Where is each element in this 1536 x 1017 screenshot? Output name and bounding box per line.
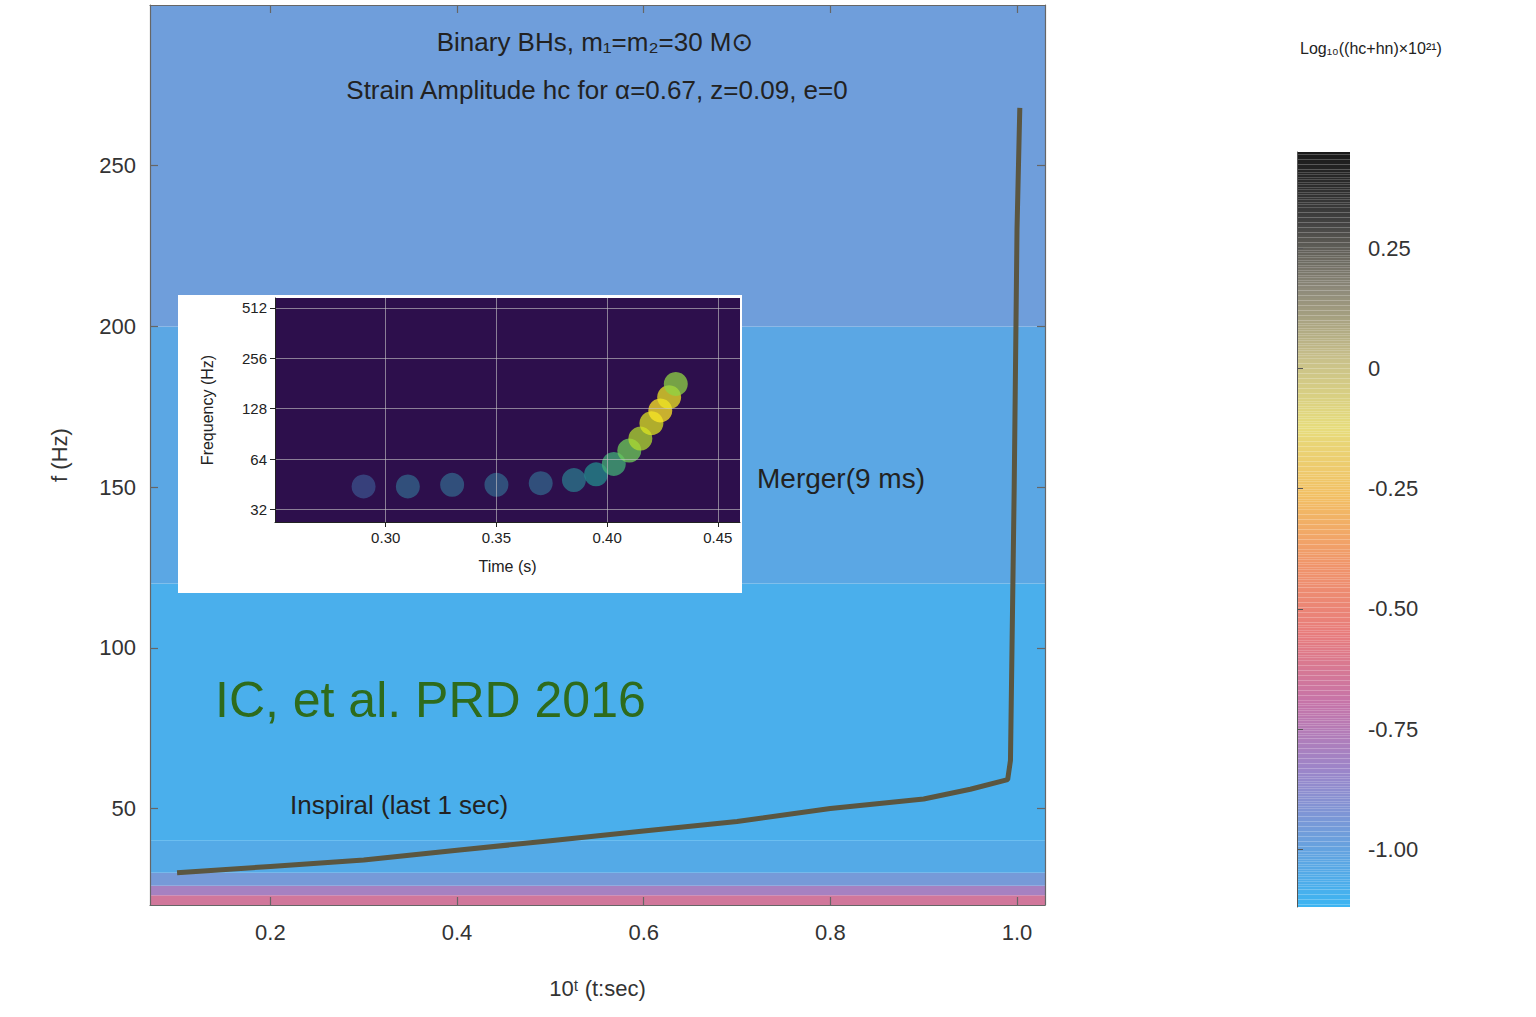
svg-text:Binary BHs, m₁=m₂=30 M⊙: Binary BHs, m₁=m₂=30 M⊙ <box>437 27 754 57</box>
svg-text:0.8: 0.8 <box>815 920 846 945</box>
svg-text:0.25: 0.25 <box>1368 236 1411 261</box>
svg-text:-0.75: -0.75 <box>1368 717 1418 742</box>
svg-text:512: 512 <box>242 299 267 316</box>
svg-text:50: 50 <box>112 796 136 821</box>
svg-text:Inspiral (last 1 sec): Inspiral (last 1 sec) <box>290 790 508 820</box>
svg-text:10ᵗ (t:sec): 10ᵗ (t:sec) <box>549 976 646 1001</box>
svg-text:Frequency (Hz): Frequency (Hz) <box>199 355 216 465</box>
svg-text:0.30: 0.30 <box>371 529 400 546</box>
svg-text:32: 32 <box>250 501 267 518</box>
svg-text:0.40: 0.40 <box>593 529 622 546</box>
svg-text:200: 200 <box>99 314 136 339</box>
svg-text:Strain Amplitude hc for α=0.67: Strain Amplitude hc for α=0.67, z=0.09, … <box>346 75 847 105</box>
svg-text:f (Hz): f (Hz) <box>47 428 72 482</box>
svg-text:64: 64 <box>250 451 267 468</box>
svg-text:0.2: 0.2 <box>255 920 286 945</box>
svg-text:Log₁₀((hc+hn)×10²¹): Log₁₀((hc+hn)×10²¹) <box>1300 40 1442 57</box>
svg-text:0: 0 <box>1368 356 1380 381</box>
svg-text:-1.00: -1.00 <box>1368 837 1418 862</box>
svg-text:-0.50: -0.50 <box>1368 596 1418 621</box>
svg-text:IC, et al. PRD 2016: IC, et al. PRD 2016 <box>215 672 646 728</box>
svg-text:250: 250 <box>99 153 136 178</box>
svg-text:0.4: 0.4 <box>442 920 473 945</box>
svg-text:0.6: 0.6 <box>628 920 659 945</box>
svg-text:256: 256 <box>242 350 267 367</box>
svg-text:1.0: 1.0 <box>1002 920 1033 945</box>
svg-text:Time (s): Time (s) <box>478 558 536 575</box>
svg-text:0.35: 0.35 <box>482 529 511 546</box>
svg-text:0.45: 0.45 <box>703 529 732 546</box>
svg-text:100: 100 <box>99 635 136 660</box>
svg-text:-0.25: -0.25 <box>1368 476 1418 501</box>
svg-text:Merger(9 ms): Merger(9 ms) <box>757 463 925 494</box>
svg-text:150: 150 <box>99 475 136 500</box>
svg-text:128: 128 <box>242 400 267 417</box>
